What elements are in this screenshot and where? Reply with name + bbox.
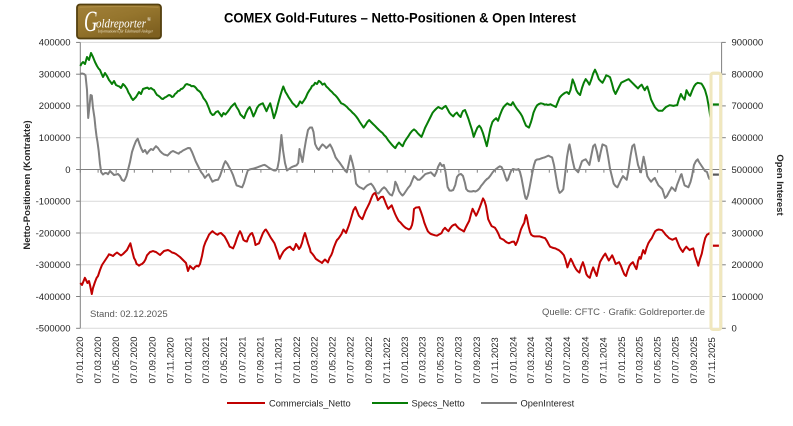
svg-text:®: ® [147, 16, 151, 23]
svg-text:07.11.2021: 07.11.2021 [273, 337, 284, 383]
svg-text:G: G [84, 6, 97, 38]
svg-text:700000: 700000 [732, 101, 764, 112]
svg-text:07.07.2020: 07.07.2020 [128, 337, 139, 384]
svg-text:07.01.2025: 07.01.2025 [616, 337, 627, 384]
svg-text:07.07.2021: 07.07.2021 [236, 337, 247, 384]
svg-text:200000: 200000 [39, 101, 71, 112]
svg-text:-100000: -100000 [36, 197, 71, 208]
svg-text:500000: 500000 [732, 165, 764, 176]
svg-text:07.03.2021: 07.03.2021 [200, 337, 211, 384]
svg-text:07.05.2025: 07.05.2025 [651, 337, 662, 384]
svg-text:0: 0 [65, 165, 70, 176]
svg-text:400000: 400000 [39, 38, 71, 49]
svg-text:07.03.2023: 07.03.2023 [417, 337, 428, 384]
svg-text:-400000: -400000 [36, 292, 71, 303]
svg-text:07.01.2024: 07.01.2024 [507, 337, 518, 384]
svg-text:07.03.2025: 07.03.2025 [633, 337, 644, 384]
svg-text:-300000: -300000 [36, 260, 71, 271]
svg-text:Specs_Netto: Specs_Netto [412, 398, 465, 408]
svg-text:Quelle: CFTC · Grafik: Goldrep: Quelle: CFTC · Grafik: Goldreporter.de [542, 307, 705, 318]
svg-text:07.09.2023: 07.09.2023 [471, 337, 482, 384]
svg-text:07.05.2020: 07.05.2020 [110, 337, 121, 384]
svg-text:07.05.2024: 07.05.2024 [543, 337, 554, 384]
svg-text:07.03.2024: 07.03.2024 [525, 337, 536, 384]
svg-text:07.05.2022: 07.05.2022 [326, 337, 337, 384]
svg-text:07.01.2022: 07.01.2022 [291, 337, 302, 384]
svg-text:07.11.2022: 07.11.2022 [381, 337, 392, 383]
svg-text:-500000: -500000 [36, 324, 71, 335]
svg-text:07.09.2022: 07.09.2022 [363, 337, 374, 384]
svg-text:300000: 300000 [732, 228, 764, 239]
svg-text:07.05.2023: 07.05.2023 [435, 337, 446, 384]
svg-text:07.01.2021: 07.01.2021 [183, 337, 194, 384]
svg-text:07.05.2021: 07.05.2021 [218, 337, 229, 384]
svg-text:07.07.2023: 07.07.2023 [453, 337, 464, 384]
svg-text:07.01.2020: 07.01.2020 [74, 337, 85, 384]
svg-text:Netto-Positionen (Kontrakte): Netto-Positionen (Kontrakte) [22, 120, 33, 249]
svg-text:07.07.2025: 07.07.2025 [670, 337, 681, 384]
svg-text:07.11.2020: 07.11.2020 [165, 337, 176, 383]
svg-text:07.07.2022: 07.07.2022 [345, 337, 356, 384]
svg-text:07.09.2020: 07.09.2020 [146, 337, 157, 384]
svg-text:400000: 400000 [732, 197, 764, 208]
svg-text:600000: 600000 [732, 133, 764, 144]
svg-text:COMEX Gold-Futures – Netto-Pos: COMEX Gold-Futures – Netto-Positionen & … [224, 11, 576, 26]
svg-text:100000: 100000 [732, 292, 764, 303]
svg-text:07.11.2025: 07.11.2025 [706, 337, 717, 383]
svg-text:07.01.2023: 07.01.2023 [399, 337, 410, 384]
svg-text:07.07.2024: 07.07.2024 [561, 337, 572, 384]
svg-text:07.09.2024: 07.09.2024 [580, 337, 591, 384]
svg-text:07.03.2020: 07.03.2020 [92, 337, 103, 384]
svg-text:OpenInterest: OpenInterest [521, 398, 575, 408]
svg-text:100000: 100000 [39, 133, 71, 144]
svg-text:oldreporter: oldreporter [96, 16, 147, 31]
svg-text:-200000: -200000 [36, 228, 71, 239]
svg-text:Informationen für Edelmetall-A: Informationen für Edelmetall-Anleger [97, 29, 153, 34]
svg-text:Stand: 02.12.2025: Stand: 02.12.2025 [90, 309, 168, 320]
svg-text:300000: 300000 [39, 70, 71, 81]
svg-text:200000: 200000 [732, 260, 764, 271]
svg-text:900000: 900000 [732, 38, 764, 49]
svg-text:07.09.2021: 07.09.2021 [255, 337, 266, 384]
svg-text:Open Interest: Open Interest [774, 154, 785, 216]
svg-text:07.03.2022: 07.03.2022 [308, 337, 319, 384]
svg-text:0: 0 [732, 324, 737, 335]
svg-text:800000: 800000 [732, 70, 764, 81]
svg-text:07.09.2025: 07.09.2025 [688, 337, 699, 384]
svg-text:07.11.2024: 07.11.2024 [598, 337, 609, 383]
svg-text:Commercials_Netto: Commercials_Netto [269, 398, 351, 408]
svg-text:07.11.2023: 07.11.2023 [489, 337, 500, 383]
